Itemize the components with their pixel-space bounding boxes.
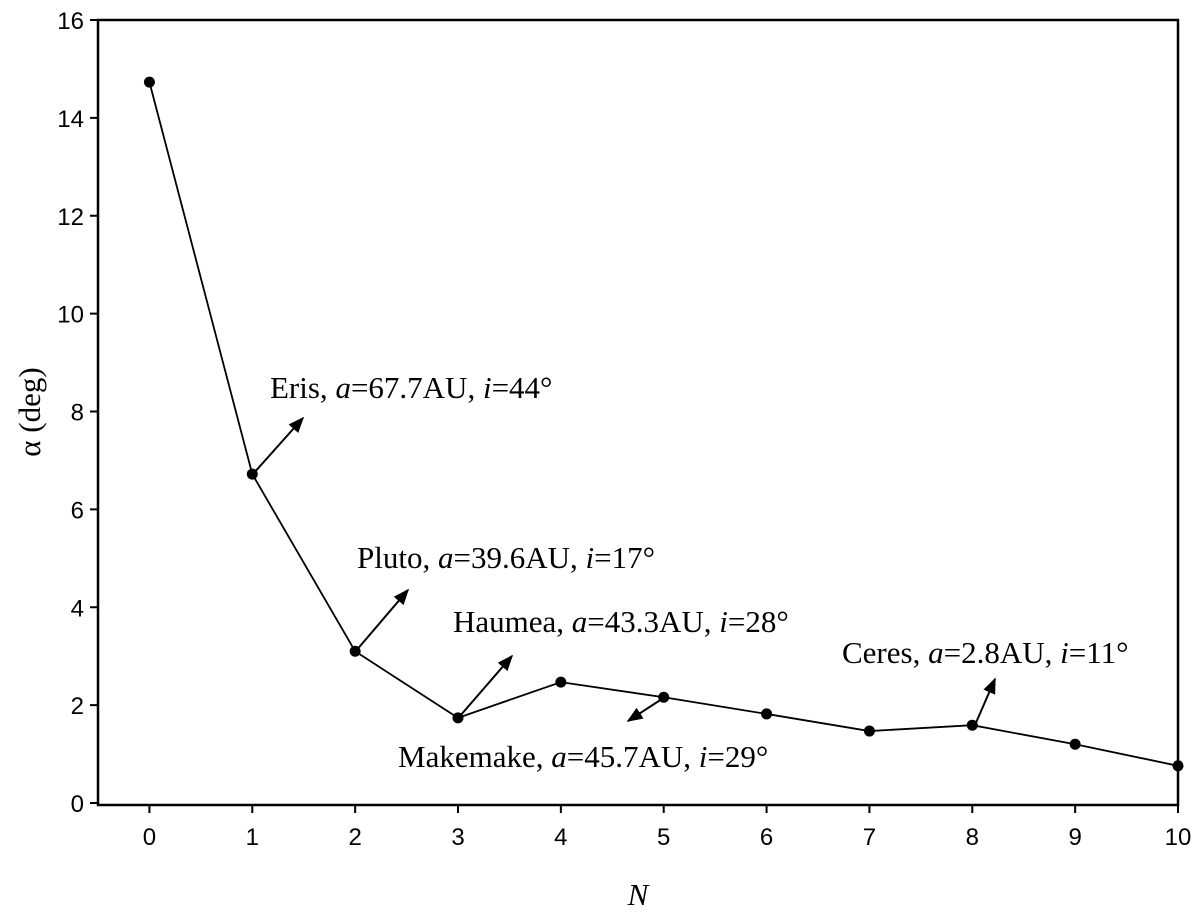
x-tick-label: 10 (1165, 824, 1192, 851)
annotation-part: a (551, 739, 567, 774)
y-tick-label: 10 (57, 302, 84, 329)
annotation: Ceres, a=2.8AU, i=11° (842, 635, 1128, 670)
annotation-part: =67.7AU, (351, 370, 483, 405)
annotation-part: Pluto, (357, 540, 438, 575)
data-point (555, 676, 567, 688)
y-tick-label: 6 (71, 497, 84, 524)
annotation-part: i (719, 604, 728, 639)
annotation: Haumea, a=43.3AU, i=28° (453, 604, 789, 639)
annotation-part: Haumea, (453, 604, 572, 639)
annotation-arrow (252, 416, 305, 475)
data-point (143, 76, 155, 88)
annotation-part: a (572, 604, 588, 639)
annotation-part: =43.3AU, (587, 604, 719, 639)
x-tick-label: 7 (863, 824, 876, 851)
x-axis-label: N (627, 877, 651, 912)
annotation-part: Ceres, (842, 635, 928, 670)
x-tick-label: 8 (966, 824, 979, 851)
y-tick-label: 2 (71, 693, 84, 720)
plot-frame (96, 18, 1180, 807)
annotation-part: a (438, 540, 454, 575)
annotation-part: =39.6AU, (453, 540, 585, 575)
annotation-arrow (626, 696, 666, 722)
annotation-arrow (459, 654, 514, 717)
y-tick-label: 4 (71, 595, 84, 622)
annotation-part: Eris, (270, 370, 335, 405)
x-tick-label: 2 (348, 824, 361, 851)
annotation-part: =44° (492, 370, 553, 405)
y-tick-label: 8 (71, 400, 84, 427)
data-point (1172, 760, 1184, 772)
annotation: Makemake, a=45.7AU, i=29° (398, 739, 768, 774)
annotation-part: a (928, 635, 944, 670)
x-tick-label: 5 (657, 824, 670, 851)
annotation: Pluto, a=39.6AU, i=17° (357, 540, 655, 575)
annotation-part: =28° (728, 604, 789, 639)
y-axis-label: α (deg) (12, 367, 47, 456)
annotation-arrow (354, 588, 410, 653)
data-point (863, 725, 875, 737)
y-tick-label: 0 (71, 791, 84, 818)
annotation-part: =29° (707, 739, 768, 774)
x-tick-label: 0 (143, 824, 156, 851)
annotation-part: i (699, 739, 708, 774)
x-tick-label: 4 (554, 824, 567, 851)
annotation: Eris, a=67.7AU, i=44° (270, 370, 552, 405)
x-tick-label: 6 (760, 824, 773, 851)
x-tick-label: 1 (246, 824, 259, 851)
annotation-part: =2.8AU, (944, 635, 1061, 670)
x-tick-label: 3 (451, 824, 464, 851)
x-tick-label: 9 (1068, 824, 1081, 851)
annotation-part: =17° (594, 540, 655, 575)
annotation-part: i (585, 540, 594, 575)
annotation-part: =45.7AU, (567, 739, 699, 774)
annotation-part: a (335, 370, 351, 405)
data-point (1069, 738, 1081, 750)
data-point (761, 708, 773, 720)
y-tick-label: 16 (57, 8, 84, 35)
annotation-part: i (483, 370, 492, 405)
annotation-arrow (974, 677, 996, 726)
y-tick-label: 12 (57, 204, 84, 231)
annotation-part: Makemake, (398, 739, 551, 774)
annotation-part: i (1060, 635, 1069, 670)
annotation-part: =11° (1069, 635, 1129, 670)
y-tick-label: 14 (57, 106, 84, 133)
